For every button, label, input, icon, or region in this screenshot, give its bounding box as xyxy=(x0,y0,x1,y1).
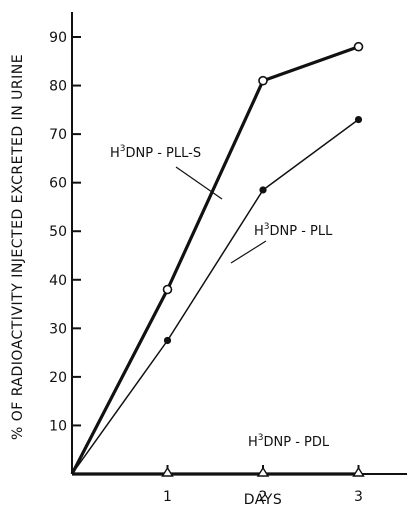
x-tick-label: 2 xyxy=(259,489,268,505)
y-tick-label: 70 xyxy=(49,127,67,143)
axes: 10 20 30 40 50 60 70 80 90 1 2 3 DAYS % OF RADIOACTIV… xyxy=(10,12,407,508)
y-tick-label: 30 xyxy=(49,321,67,337)
data-point-open-circle xyxy=(162,284,173,295)
labels-layer: H3DNP - PLL-S H3DNP - PLL H3DNP - PDL xyxy=(110,144,333,450)
series-line-2 xyxy=(71,118,359,475)
x-tick-label: 1 xyxy=(163,489,172,505)
data-point-filled-circle xyxy=(354,115,363,124)
y-tick-label: 10 xyxy=(49,418,67,434)
series-label-3: H3DNP - PDL xyxy=(248,433,330,450)
x-axis-title: DAYS xyxy=(244,492,282,508)
series-layer xyxy=(70,41,365,477)
series-label-leader-2 xyxy=(230,240,267,264)
y-tick-label: 80 xyxy=(49,79,67,95)
data-point-open-circle xyxy=(353,41,364,52)
y-tick-label: 60 xyxy=(49,176,67,192)
series-label-leader-1 xyxy=(175,166,223,200)
y-tick-label: 20 xyxy=(49,370,67,386)
series-label-1: H3DNP - PLL-S xyxy=(110,144,201,161)
data-point-open-triangle xyxy=(352,466,365,477)
data-point-open-triangle xyxy=(161,466,174,477)
data-point-filled-circle xyxy=(259,186,267,194)
y-tick-label: 50 xyxy=(49,224,67,240)
y-tick-label: 40 xyxy=(49,273,67,289)
series-line-1 xyxy=(70,45,360,475)
series-label-2: H3DNP - PLL xyxy=(254,222,333,239)
y-tick-label: 90 xyxy=(49,30,67,46)
data-point-open-circle xyxy=(258,75,268,86)
data-point-filled-circle xyxy=(163,336,172,345)
data-point-open-triangle xyxy=(256,466,270,477)
x-tick-label: 3 xyxy=(354,489,363,505)
y-axis-title: % OF RADIOACTIVITY INJECTED EXCRETED IN … xyxy=(10,54,26,440)
